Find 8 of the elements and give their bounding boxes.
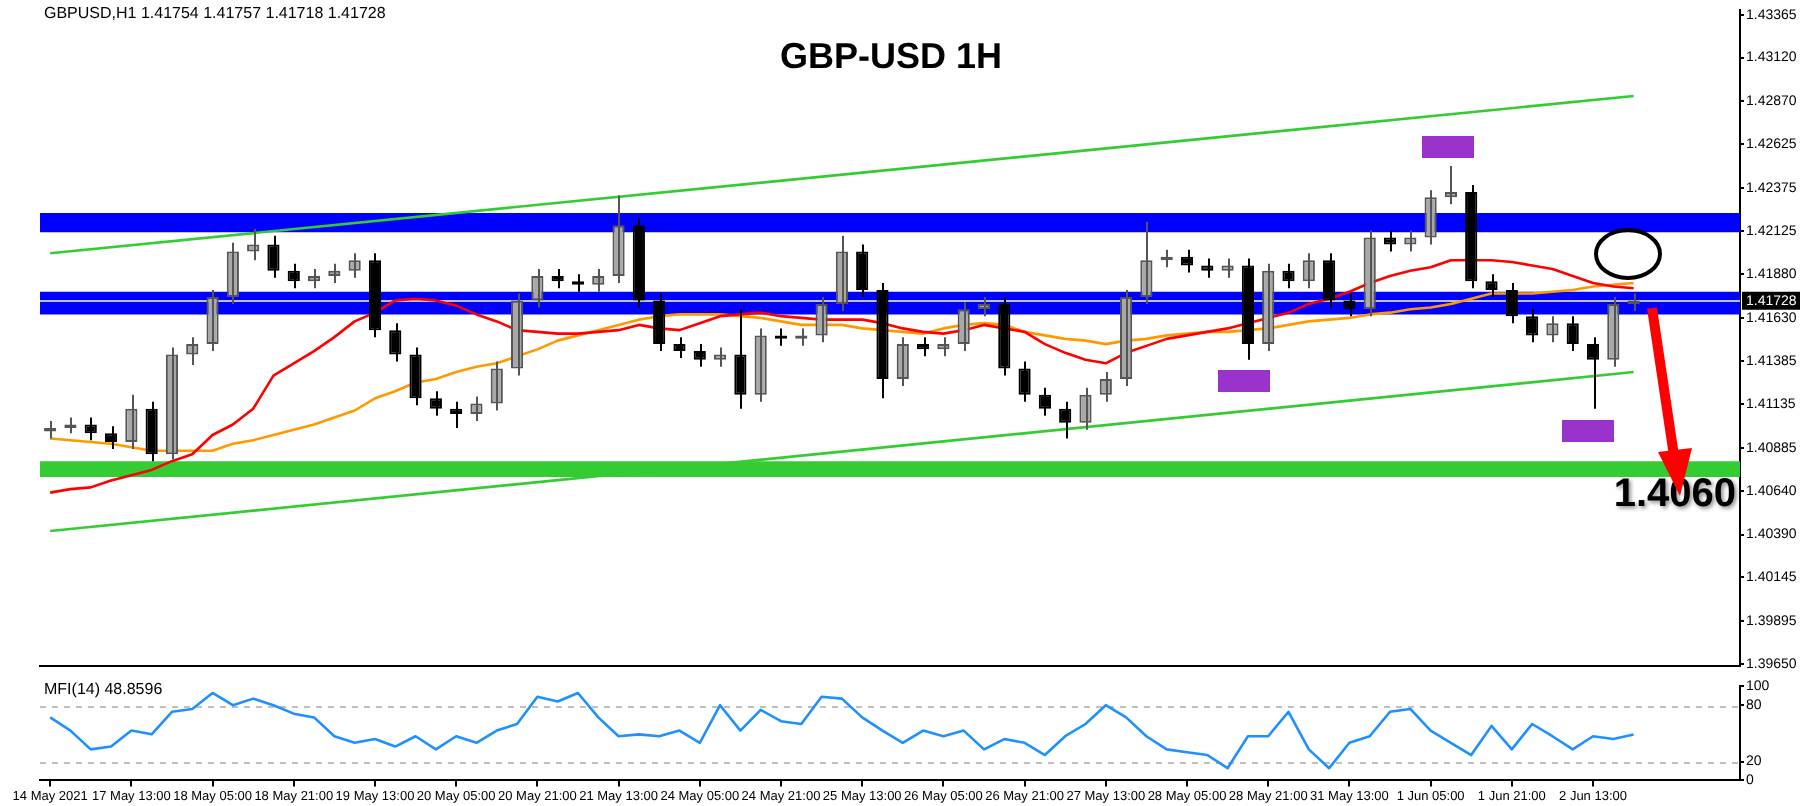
candlestick — [1221, 257, 1234, 279]
candlestick — [1201, 257, 1214, 279]
candlestick — [1485, 273, 1498, 298]
candlestick — [1343, 292, 1356, 318]
text: GBP-USD 1H — [780, 36, 1003, 78]
annotation: 1.4060 — [1613, 471, 1736, 518]
chart-subtitle: GBPUSD,H1 1.41754 1.41757 1.41718 1.41728 — [44, 4, 386, 22]
chart-title: MFI(14) 48.8596 — [44, 680, 163, 698]
